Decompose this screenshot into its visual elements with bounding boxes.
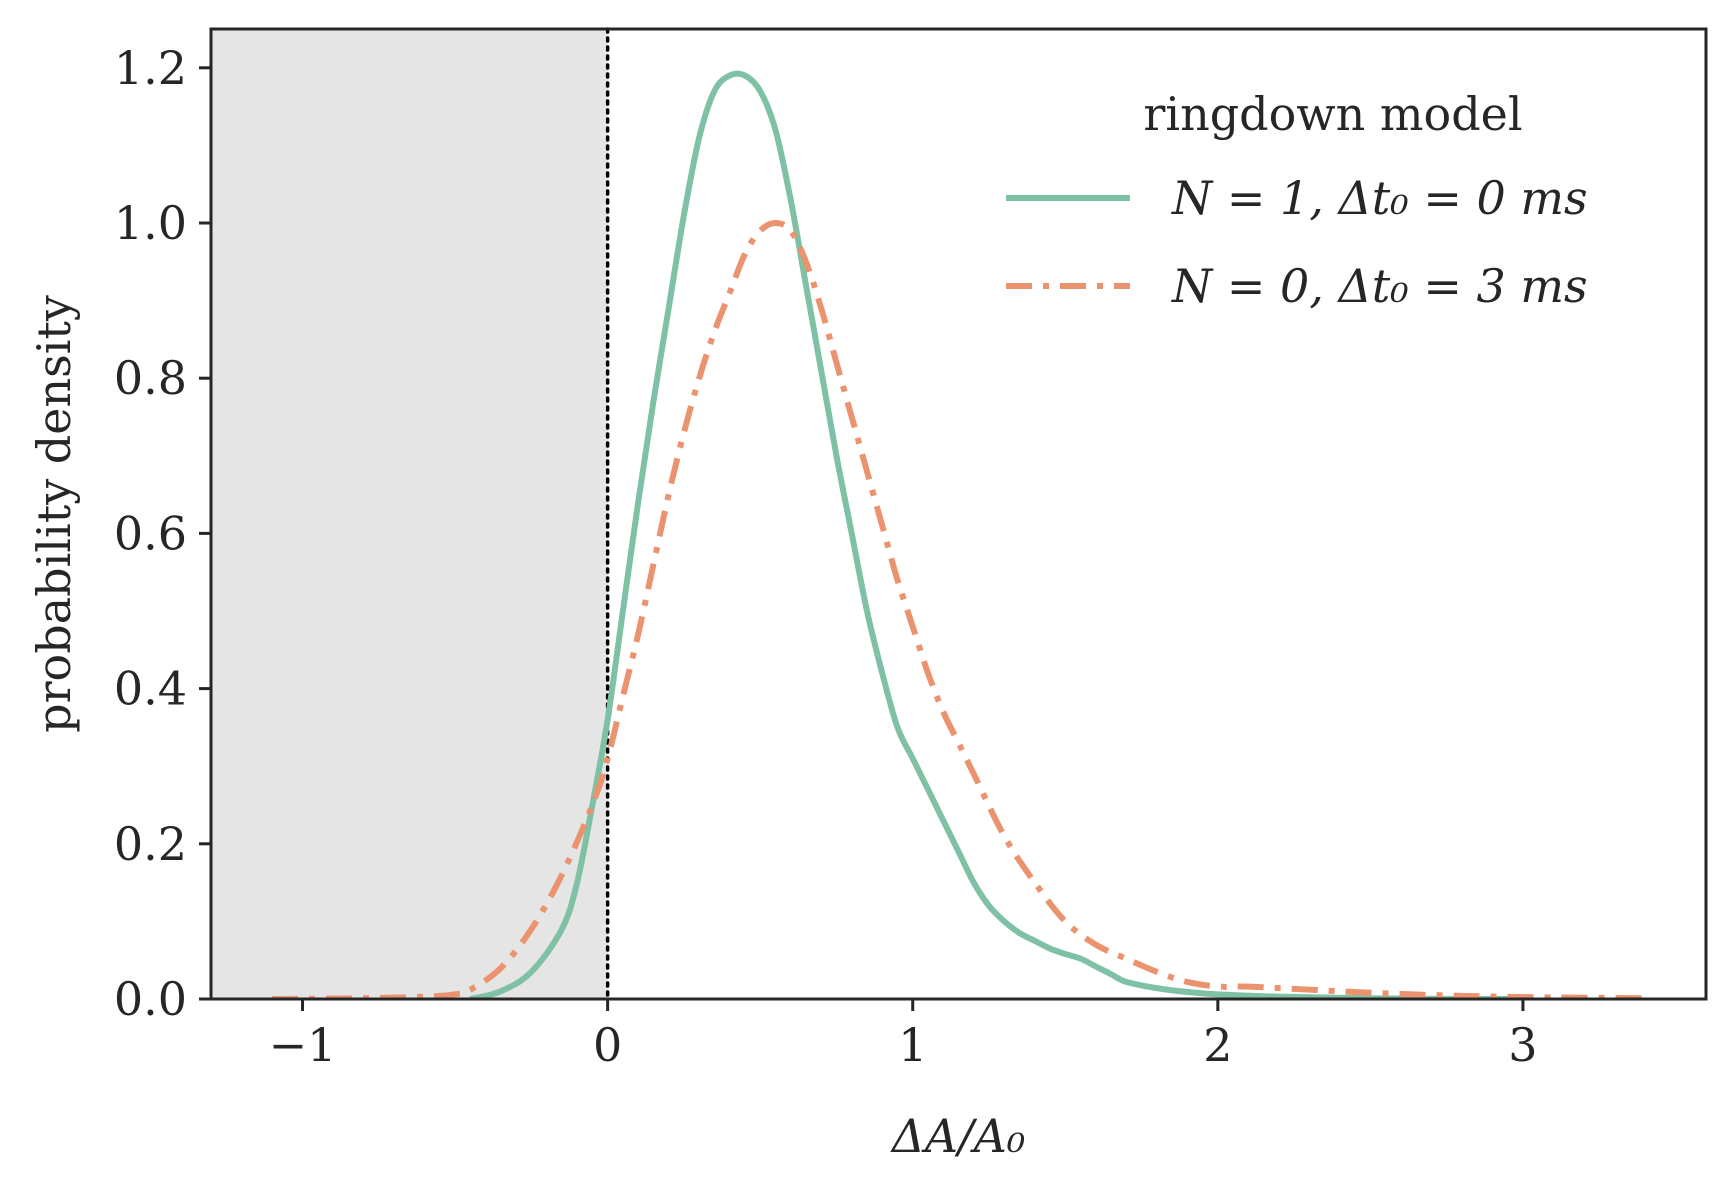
series-line-0 (469, 70, 1523, 999)
axes: −1 0 1 2 3 0.0 0.2 0.4 0.6 0.8 1.0 1.2 ΔA/A₀ probabil… (27, 27, 1708, 1163)
y-tick-label: 0.4 (114, 662, 187, 716)
y-tick-label: 0.8 (114, 351, 187, 405)
y-tick-label: 0.2 (114, 817, 187, 871)
y-tick-label: 0.6 (114, 506, 187, 560)
x-tick-label: 1 (898, 1018, 927, 1072)
y-axis-label: probability density (27, 295, 81, 733)
x-tick-label: −1 (269, 1018, 337, 1072)
legend-title: ringdown model (1143, 87, 1522, 141)
x-axis-label: ΔA/A₀ (890, 1109, 1026, 1163)
plot-area (211, 27, 1646, 1001)
axes-frame (209, 27, 1708, 1001)
legend: ringdown model N = 1, Δt₀ = 0 ms N = 0, Δt… (1006, 87, 1588, 313)
x-tick-label: 2 (1203, 1018, 1232, 1072)
x-tick-label: 3 (1508, 1018, 1537, 1072)
y-tick-label: 1.2 (114, 41, 187, 95)
x-tick-label: 0 (593, 1018, 622, 1072)
y-tick-label: 1.0 (114, 196, 187, 250)
legend-entry-0: N = 1, Δt₀ = 0 ms (1171, 171, 1588, 225)
shaded-region (211, 29, 608, 999)
legend-entry-1: N = 0, Δt₀ = 3 ms (1171, 259, 1588, 313)
y-tick-label: 0.0 (114, 972, 187, 1026)
series-group (271, 70, 1646, 999)
